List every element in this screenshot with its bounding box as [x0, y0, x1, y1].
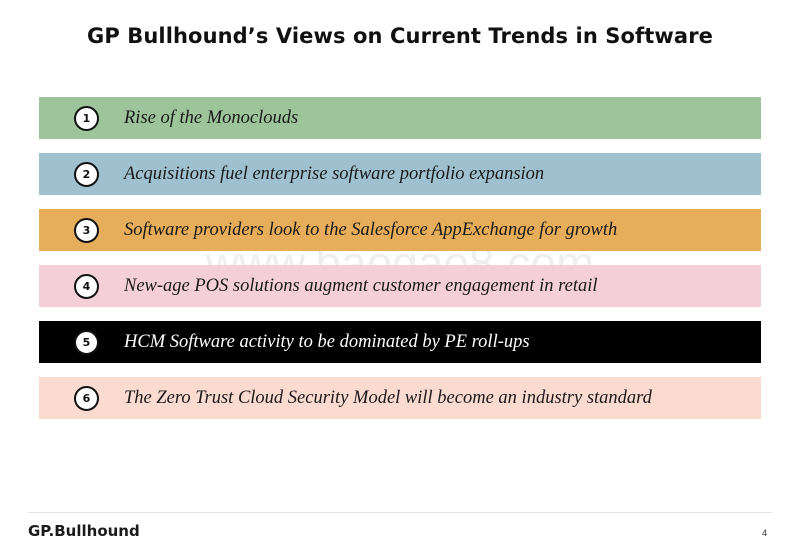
- trend-row-6: 6 The Zero Trust Cloud Security Model wi…: [39, 377, 761, 419]
- trend-row-1: 1 Rise of the Monoclouds: [39, 97, 761, 139]
- trend-list: 1 Rise of the Monoclouds 2 Acquisitions …: [39, 97, 761, 433]
- trend-row-4: 4 New-age POS solutions augment customer…: [39, 265, 761, 307]
- trend-row-2: 2 Acquisitions fuel enterprise software …: [39, 153, 761, 195]
- trend-number-4: 4: [74, 274, 99, 299]
- trend-text-3: Software providers look to the Salesforc…: [124, 220, 618, 240]
- footer-divider: [28, 512, 772, 513]
- trend-text-6: The Zero Trust Cloud Security Model will…: [124, 388, 652, 408]
- trend-number-2: 2: [74, 162, 99, 187]
- trend-text-1: Rise of the Monoclouds: [124, 108, 299, 128]
- trend-row-3: 3 Software providers look to the Salesfo…: [39, 209, 761, 251]
- trend-text-5: HCM Software activity to be dominated by…: [124, 332, 530, 352]
- trend-number-3: 3: [74, 218, 99, 243]
- trend-text-4: New-age POS solutions augment customer e…: [124, 276, 598, 296]
- trend-number-6: 6: [74, 386, 99, 411]
- trend-number-1: 1: [74, 106, 99, 131]
- trend-number-5: 5: [74, 330, 99, 355]
- page-title: GP Bullhound’s Views on Current Trends i…: [87, 24, 713, 48]
- gp-bullhound-logo: GP.Bullhound: [28, 522, 140, 540]
- trend-row-5: 5 HCM Software activity to be dominated …: [39, 321, 761, 363]
- page-number: 4: [762, 528, 768, 538]
- trend-text-2: Acquisitions fuel enterprise software po…: [124, 164, 545, 184]
